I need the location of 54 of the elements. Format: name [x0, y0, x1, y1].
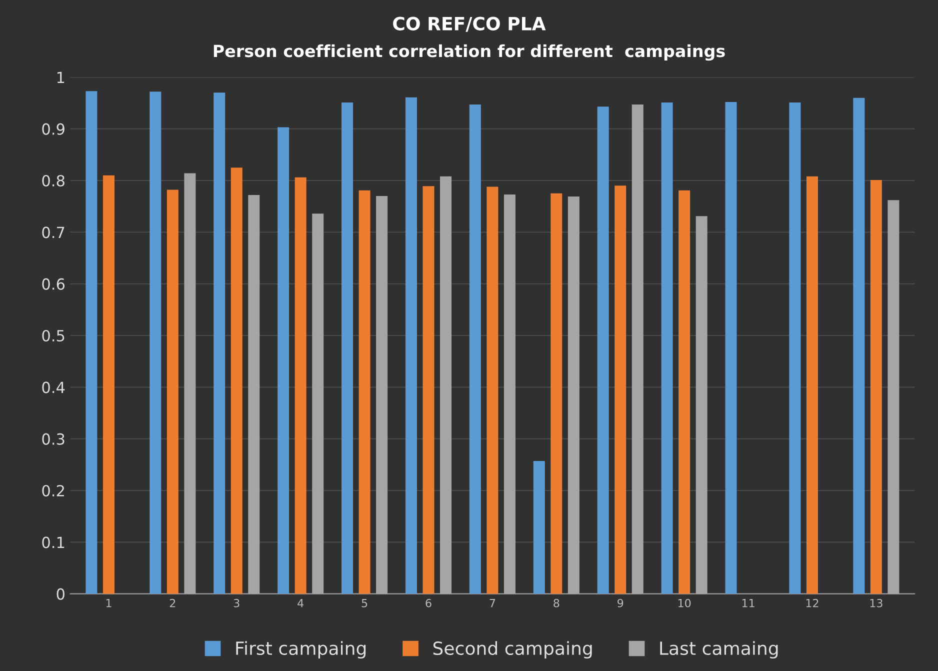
- bar: [294, 177, 306, 594]
- x-tick-label: 10: [678, 598, 691, 608]
- y-tick-label: 0.1: [42, 536, 64, 548]
- legend-label: First campaing: [236, 641, 366, 659]
- bar: [358, 190, 370, 594]
- bar: [678, 190, 690, 594]
- legend-label: Last camaing: [660, 641, 778, 659]
- x-tick-label: 13: [870, 598, 882, 608]
- x-tick-label: 1: [106, 599, 112, 608]
- bar: [342, 102, 354, 594]
- x-tick-label: 5: [362, 599, 368, 608]
- bar: [661, 102, 673, 594]
- bar: [614, 186, 626, 594]
- bar: [806, 176, 818, 594]
- y-tick-label: 1: [57, 72, 64, 83]
- bar: [789, 102, 801, 594]
- x-tick-label: 11: [742, 599, 754, 608]
- x-tick-label: 9: [618, 598, 624, 608]
- y-tick-label: 0.4: [42, 382, 65, 394]
- bar: [422, 186, 434, 594]
- legend-label: Second campaing: [433, 641, 592, 659]
- x-tick-label: 6: [426, 598, 432, 608]
- bar: [597, 106, 609, 594]
- y-tick-label: 0.9: [42, 123, 64, 135]
- y-tick-label: 0.5: [42, 330, 64, 342]
- bar: [214, 92, 226, 594]
- bar: [550, 193, 562, 594]
- x-tick-label: 3: [234, 598, 240, 608]
- y-tick-label: 0.6: [42, 278, 65, 290]
- y-tick-label: 0: [56, 588, 64, 600]
- bar: [725, 102, 737, 594]
- y-tick-label: 0.2: [42, 484, 64, 497]
- bar: [86, 91, 98, 594]
- bar: [405, 97, 417, 594]
- bar: [486, 186, 498, 594]
- x-tick-label: 4: [298, 599, 304, 608]
- bar: [533, 461, 545, 594]
- bar: [278, 127, 290, 594]
- chart-subtitle: Person coefficient correlation for different campaings: [214, 44, 725, 61]
- bar: [150, 92, 162, 594]
- y-tick-label: 0.3: [42, 433, 64, 445]
- x-tick-label: 8: [554, 598, 560, 608]
- bar: [230, 168, 242, 594]
- bar: [166, 190, 178, 594]
- bar: [102, 175, 114, 594]
- bar: [469, 104, 481, 594]
- x-tick-label: 12: [806, 598, 818, 608]
- x-tick-label: 2: [170, 598, 176, 608]
- bar: [853, 98, 865, 594]
- x-tick-label: 7: [490, 599, 496, 608]
- chart-title: CO REF/CO PLA: [393, 16, 546, 32]
- y-tick-label: 0.8: [42, 174, 64, 187]
- bar: [870, 180, 882, 594]
- y-tick-label: 0.7: [42, 226, 64, 238]
